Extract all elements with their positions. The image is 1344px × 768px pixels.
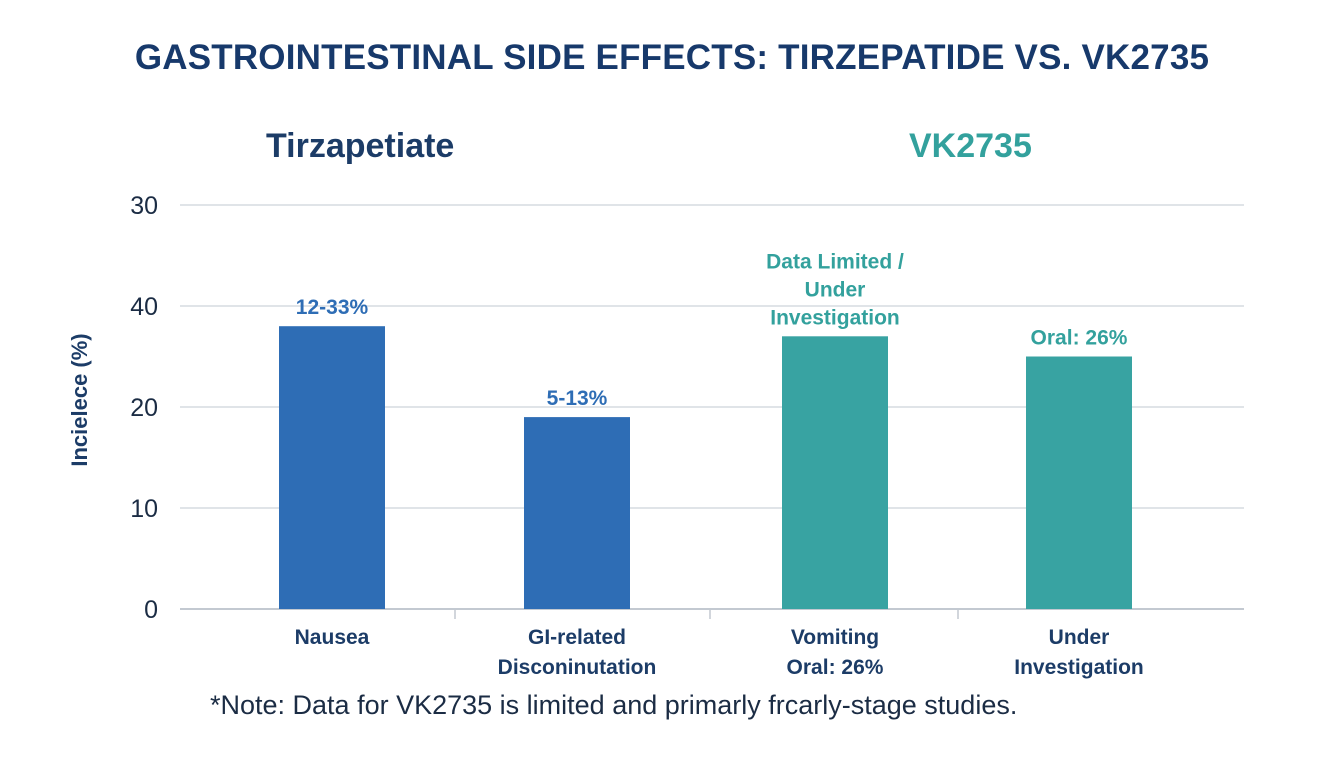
y-tick-label: 0: [144, 596, 158, 624]
x-tick-label: GI-related: [528, 626, 626, 649]
data-label: Data Limited /: [766, 250, 904, 273]
chart-title: GASTROINTESTINAL SIDE EFFECTS: TIRZEPATI…: [134, 38, 1210, 77]
x-tick-label: Vomiting: [791, 626, 879, 649]
tirzepatide-group-label: Tirzapetiate: [266, 127, 455, 165]
y-tick-label: 10: [130, 495, 158, 523]
y-tick-label: 20: [130, 394, 158, 422]
data-label: Oral: 26%: [1031, 327, 1128, 350]
vk2735-group-label: VK2735: [909, 127, 1032, 165]
data-label: Under: [805, 278, 866, 301]
x-tick-label: Investigation: [1014, 656, 1144, 679]
data-label: 12-33%: [296, 296, 369, 319]
x-tick-label: Under: [1049, 626, 1110, 649]
footnote: *Note: Data for VK2735 is limited and pr…: [210, 690, 1018, 720]
data-label: 5-13%: [547, 387, 608, 410]
y-tick-label: 40: [130, 293, 158, 321]
x-tick-label: Disconinutation: [498, 656, 657, 679]
bar-2: [524, 417, 630, 609]
y-tick-label: 30: [130, 192, 158, 220]
x-tick-label: Oral: 26%: [787, 656, 884, 679]
bar-3: [782, 336, 888, 609]
data-label: Investigation: [770, 306, 900, 329]
bar-1: [279, 326, 385, 609]
bar-4: [1026, 356, 1132, 609]
x-tick-label: Nausea: [295, 626, 370, 649]
